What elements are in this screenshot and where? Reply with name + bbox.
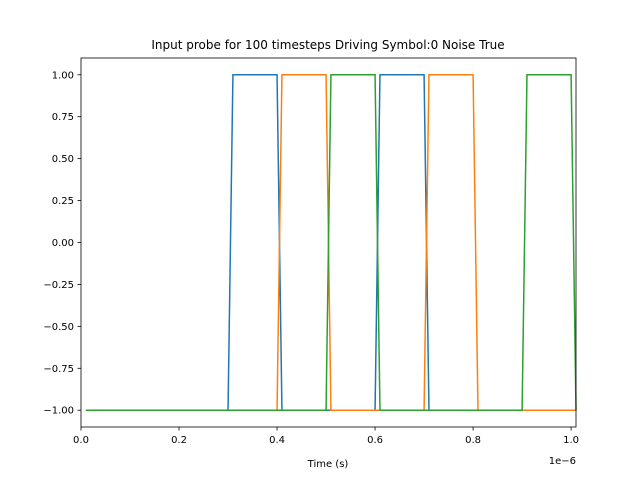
y-tick-label: 0.75 [52,112,74,123]
y-tick-label: −0.75 [43,364,74,375]
x-tick-label: 1.0 [563,435,579,446]
x-axis-label: Time (s) [307,459,349,470]
series-line-2 [85,74,576,411]
y-tick-label: 0.00 [52,238,74,249]
series-line-3 [85,74,577,411]
x-axis-offset-text: 1e−6 [549,456,576,467]
x-tick-label: 0.8 [465,435,481,446]
x-axis: 0.0 0.2 0.4 0.6 0.8 1.0 [73,427,579,446]
y-axis: −1.00 −0.75 −0.50 −0.25 0.00 0.25 0.50 0.75 1.00 [43,70,81,417]
x-tick-label: 0.6 [367,435,383,446]
y-tick-label: 1.00 [52,70,74,81]
x-tick-label: 0.0 [73,435,89,446]
x-tick-label: 0.4 [269,435,285,446]
series-layer [85,74,577,411]
y-tick-label: −1.00 [43,406,74,417]
y-tick-label: 0.50 [52,154,74,165]
x-tick-label: 0.2 [171,435,187,446]
y-tick-label: 0.25 [52,196,74,207]
y-tick-label: −0.50 [43,322,74,333]
y-tick-label: −0.25 [43,280,74,291]
chart-title: Input probe for 100 timesteps Driving Sy… [151,38,504,52]
